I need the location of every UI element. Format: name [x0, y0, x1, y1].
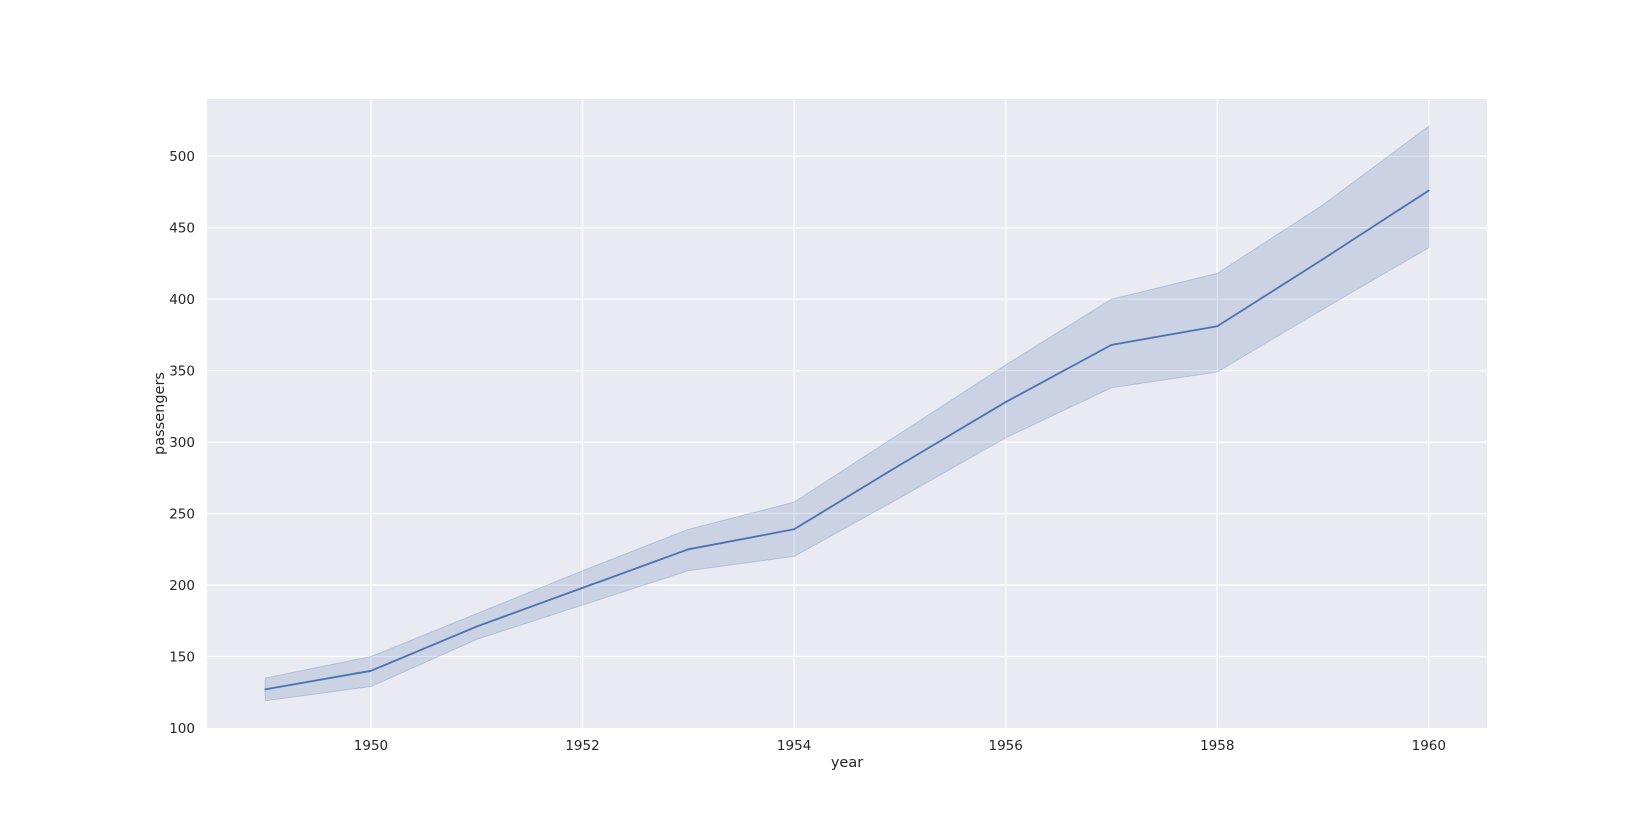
- data-point: [581, 587, 584, 589]
- y-tick-label: 450: [169, 221, 195, 237]
- x-tick-label: 1956: [988, 738, 1022, 754]
- confidence-bands: [264, 125, 1430, 702]
- y-tick-label: 300: [169, 435, 195, 451]
- grid-lines: [207, 99, 1487, 728]
- series-lines: [264, 189, 1430, 691]
- x-tick-label: 1958: [1200, 738, 1234, 754]
- y-tick-label: 150: [169, 650, 195, 666]
- y-tick-label: 500: [169, 149, 195, 165]
- y-axis-label: passengers: [152, 372, 168, 455]
- data-point: [1427, 189, 1430, 192]
- y-tick-label: 100: [169, 721, 195, 737]
- x-tick-label: 1952: [565, 738, 599, 754]
- y-tick-label: 400: [169, 292, 195, 308]
- y-tick-labels: 100 150 200 250 300 350 400 450 500: [169, 149, 195, 737]
- data-point: [687, 548, 690, 551]
- data-point: [898, 464, 901, 466]
- data-point: [793, 528, 796, 531]
- data-point: [1004, 401, 1007, 403]
- y-tick-label: 250: [169, 507, 195, 523]
- data-point: [1216, 325, 1219, 328]
- x-axis-label: year: [831, 755, 863, 771]
- x-tick-label: 1950: [354, 738, 388, 754]
- data-point: [370, 669, 372, 672]
- data-point: [1322, 258, 1324, 261]
- data-point: [264, 688, 267, 691]
- x-tick-label: 1960: [1412, 738, 1446, 754]
- y-tick-label: 350: [169, 364, 195, 380]
- plot-area: [207, 99, 1487, 728]
- x-tick-label: 1954: [777, 738, 811, 754]
- data-point: [1110, 343, 1113, 346]
- data-point: [475, 625, 478, 628]
- series-line: [265, 189, 1430, 691]
- x-tick-labels: 1950 1952 1954 1956 1958 1960: [354, 738, 1446, 754]
- confidence-band: [264, 125, 1430, 702]
- y-tick-label: 200: [169, 578, 195, 594]
